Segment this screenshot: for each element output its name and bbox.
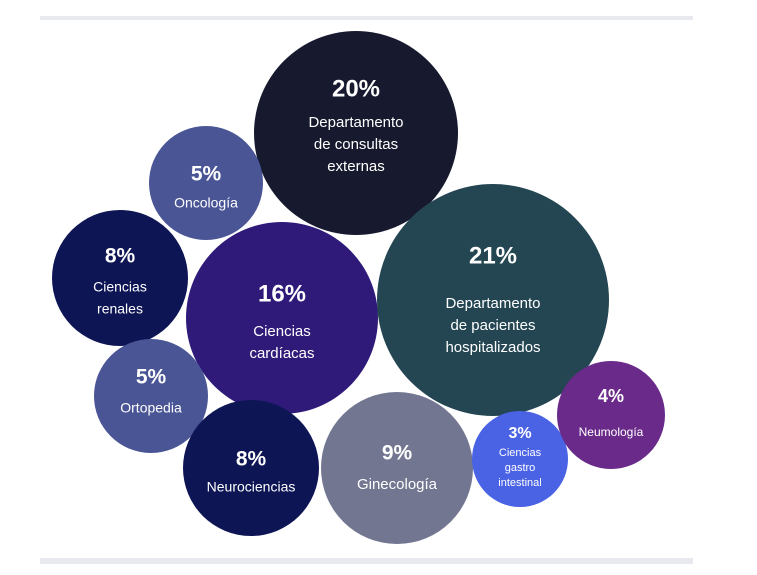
bubble-2: 5% Oncología <box>149 126 263 240</box>
bubble-category-label: intestinal <box>498 477 541 489</box>
bubble-10: 4% Neumología <box>557 361 665 469</box>
top-divider <box>40 16 693 20</box>
bubble-percent-label: 9% <box>382 442 413 465</box>
bubble-category-label: de pacientes <box>450 317 535 334</box>
bubble-4: 16% Ciencias cardíacas <box>186 222 378 414</box>
bubble-8: 9% Ginecología <box>321 392 473 544</box>
bubble-percent-label: 20% <box>332 75 380 102</box>
bubble-percent-label: 5% <box>136 366 167 389</box>
bubble-percent-label: 4% <box>598 386 624 406</box>
bubble-1: 20% Departamento de consultas externas <box>254 31 458 235</box>
bubble-circle <box>557 361 665 469</box>
bubble-category-label: Ciencias <box>253 323 311 340</box>
bubble-circle <box>377 184 609 416</box>
bubble-5: 21% Departamento de pacientes hospitalizado… <box>377 184 609 416</box>
bubble-percent-label: 3% <box>508 425 531 442</box>
bubble-circle <box>321 392 473 544</box>
bubble-percent-label: 21% <box>469 242 517 269</box>
bubble-circle <box>149 126 263 240</box>
bubble-category-label: Departamento <box>308 114 403 131</box>
bubble-percent-label: 8% <box>105 245 136 268</box>
bottom-divider <box>40 558 693 564</box>
bubble-category-label: Ciencias <box>93 279 147 295</box>
bubble-category-label: Ciencias <box>499 447 542 459</box>
bubble-category-label: Neumología <box>579 425 644 439</box>
bubble-circle <box>52 210 188 346</box>
bubble-category-label: Departamento <box>445 295 540 312</box>
bubble-7: 8% Neurociencias <box>183 400 319 536</box>
bubble-percent-label: 5% <box>191 163 222 186</box>
bubble-category-label: gastro <box>505 462 536 474</box>
bubble-category-label: externas <box>327 158 385 175</box>
bubble-circle <box>94 339 208 453</box>
bubble-9: 3% Ciencias gastro intestinal <box>472 411 568 507</box>
bubble-circle <box>186 222 378 414</box>
bubble-category-label: renales <box>97 301 143 317</box>
bubble-circle <box>472 411 568 507</box>
bubble-category-label: Ginecología <box>357 476 438 493</box>
bubble-6: 5% Ortopedia <box>94 339 208 453</box>
bubble-category-label: de consultas <box>314 136 398 153</box>
bubble-category-label: Oncología <box>174 195 238 211</box>
bubble-circle <box>183 400 319 536</box>
bubble-category-label: Neurociencias <box>207 479 296 495</box>
bubble-3: 8% Ciencias renales <box>52 210 188 346</box>
bubble-circle <box>254 31 458 235</box>
bubble-percent-label: 16% <box>258 280 306 307</box>
bubble-percent-label: 8% <box>236 448 267 471</box>
bubble-category-label: hospitalizados <box>445 339 540 356</box>
bubble-category-label: Ortopedia <box>120 400 182 416</box>
bubble-category-label: cardíacas <box>249 345 314 362</box>
